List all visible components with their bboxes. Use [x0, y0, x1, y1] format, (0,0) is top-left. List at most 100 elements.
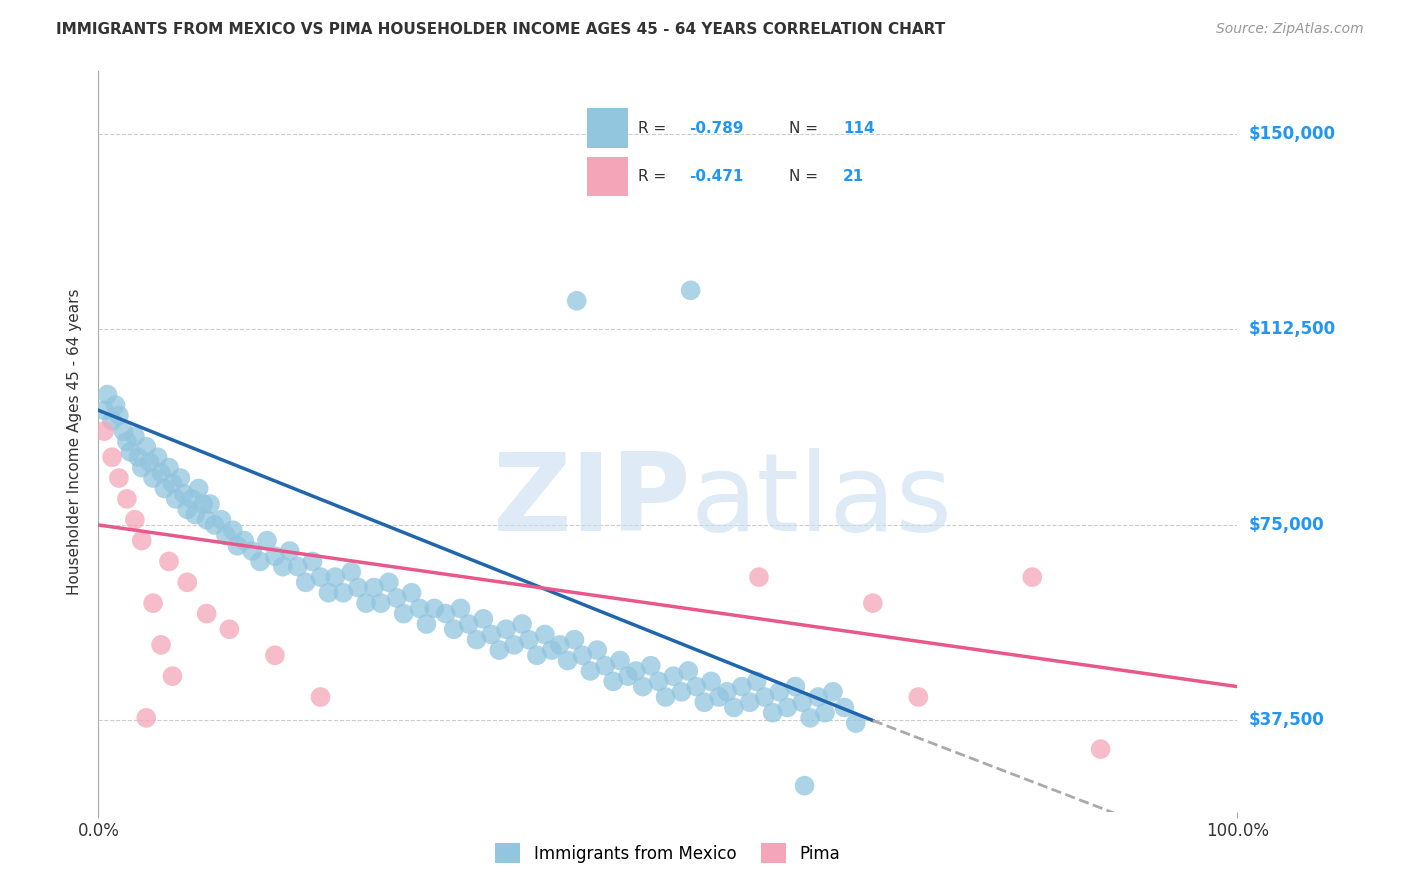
Point [135, 440, 157, 454]
Point [662, 669, 685, 683]
Point [256, 533, 278, 548]
Point [142, 471, 165, 485]
Point [226, 539, 249, 553]
Point [180, 491, 202, 506]
Point [278, 544, 301, 558]
Point [323, 570, 346, 584]
Point [517, 632, 540, 647]
Point [112, 424, 135, 438]
Point [593, 658, 616, 673]
Point [150, 638, 173, 652]
Text: $112,500: $112,500 [1249, 320, 1336, 338]
Point [534, 627, 557, 641]
Point [131, 460, 153, 475]
Text: atlas: atlas [690, 448, 953, 554]
Point [443, 622, 465, 636]
Point [762, 706, 785, 720]
Point [862, 596, 884, 610]
Point [434, 607, 457, 621]
Point [332, 586, 354, 600]
Text: $37,500: $37,500 [1249, 712, 1324, 730]
Point [101, 450, 124, 465]
Point [693, 695, 716, 709]
Text: Source: ZipAtlas.com: Source: ZipAtlas.com [1216, 22, 1364, 37]
Point [150, 466, 173, 480]
Point [814, 706, 837, 720]
Point [1021, 570, 1043, 584]
Point [176, 575, 198, 590]
Point [363, 581, 385, 595]
Point [165, 491, 187, 506]
Point [617, 669, 640, 683]
Point [723, 700, 745, 714]
Point [176, 502, 198, 516]
Point [793, 779, 815, 793]
Point [218, 622, 240, 636]
Point [120, 445, 142, 459]
Legend: Immigrants from Mexico, Pima: Immigrants from Mexico, Pima [489, 837, 846, 870]
Point [679, 283, 702, 297]
Point [392, 607, 415, 621]
Y-axis label: Householder Income Ages 45 - 64 years: Householder Income Ages 45 - 64 years [67, 288, 83, 595]
Point [162, 476, 184, 491]
Point [249, 554, 271, 568]
Point [716, 685, 738, 699]
Point [571, 648, 593, 663]
Point [488, 643, 510, 657]
Point [169, 471, 191, 485]
Point [264, 648, 287, 663]
Point [768, 685, 790, 699]
Point [526, 648, 548, 663]
Point [671, 685, 693, 699]
Point [340, 565, 363, 579]
Point [654, 690, 676, 704]
Point [162, 669, 184, 683]
Point [564, 632, 586, 647]
Point [347, 581, 370, 595]
Point [785, 680, 807, 694]
Point [138, 455, 160, 469]
Point [233, 533, 256, 548]
Point [423, 601, 446, 615]
Point [415, 617, 437, 632]
Point [264, 549, 287, 564]
Point [108, 471, 131, 485]
Point [124, 513, 146, 527]
Text: IMMIGRANTS FROM MEXICO VS PIMA HOUSEHOLDER INCOME AGES 45 - 64 YEARS CORRELATION: IMMIGRANTS FROM MEXICO VS PIMA HOUSEHOLD… [56, 22, 945, 37]
Point [204, 518, 226, 533]
Point [807, 690, 830, 704]
Point [131, 533, 153, 548]
Point [301, 554, 323, 568]
Point [153, 482, 176, 496]
Point [157, 460, 180, 475]
Point [108, 409, 131, 423]
Point [495, 622, 517, 636]
Text: $75,000: $75,000 [1249, 516, 1324, 534]
Point [631, 680, 654, 694]
Point [115, 434, 138, 449]
Point [557, 653, 579, 667]
Point [821, 685, 844, 699]
Point [184, 508, 207, 522]
Point [579, 664, 602, 678]
Point [309, 570, 332, 584]
Point [96, 387, 118, 401]
Point [104, 398, 127, 412]
Point [354, 596, 377, 610]
Point [776, 700, 799, 714]
Point [1090, 742, 1112, 756]
Point [378, 575, 401, 590]
Point [609, 653, 631, 667]
Point [700, 674, 723, 689]
Point [187, 482, 209, 496]
Point [548, 638, 571, 652]
Point [510, 617, 533, 632]
Point [198, 497, 221, 511]
Point [540, 643, 562, 657]
Point [93, 403, 115, 417]
Point [685, 680, 707, 694]
Point [215, 528, 238, 542]
Point [294, 575, 316, 590]
Point [457, 617, 479, 632]
Point [624, 664, 647, 678]
